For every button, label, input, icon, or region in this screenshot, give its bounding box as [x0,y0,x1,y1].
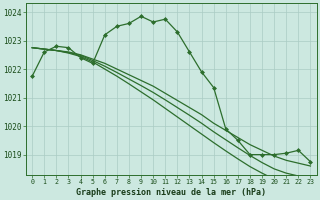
X-axis label: Graphe pression niveau de la mer (hPa): Graphe pression niveau de la mer (hPa) [76,188,266,197]
